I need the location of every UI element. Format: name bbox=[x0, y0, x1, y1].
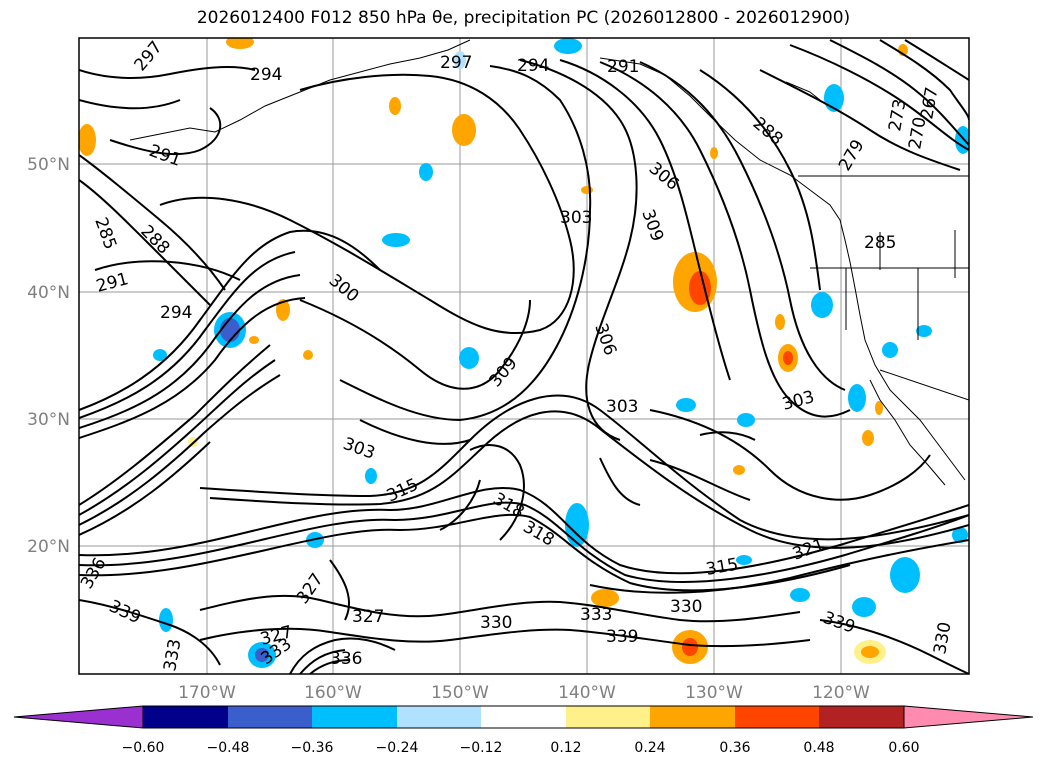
colorbar-tick: 0.24 bbox=[634, 740, 665, 756]
colorbar-swatch bbox=[312, 706, 397, 728]
contour-label: 294 bbox=[250, 65, 282, 85]
contour-label: 294 bbox=[160, 303, 192, 323]
colorbar-tick: −0.48 bbox=[207, 740, 250, 756]
colorbar-swatch bbox=[397, 706, 481, 728]
lon-label: 120°W bbox=[812, 683, 870, 703]
colorbar-swatch bbox=[481, 706, 566, 728]
map-frame-bg bbox=[79, 38, 969, 674]
colorbar-swatch bbox=[143, 706, 228, 728]
colorbar-outline bbox=[142, 705, 905, 729]
lon-label: 150°W bbox=[431, 683, 489, 703]
map-frame bbox=[78, 37, 970, 675]
contour-label: 291 bbox=[607, 57, 639, 77]
contour-label: 330 bbox=[670, 597, 702, 617]
colorbar-extend-max bbox=[903, 705, 1034, 729]
colorbar-swatch bbox=[819, 706, 904, 728]
lon-label: 160°W bbox=[304, 683, 362, 703]
lon-label: 140°W bbox=[558, 683, 616, 703]
colorbar-tick: 0.60 bbox=[888, 740, 919, 756]
coastlines bbox=[129, 39, 969, 486]
colorbar-swatch bbox=[735, 706, 819, 728]
colorbar-extend-min bbox=[13, 705, 144, 729]
colorbar: −0.60 −0.48 −0.36 −0.24 −0.12 0.12 0.24 … bbox=[13, 705, 1034, 756]
contour-label: 297 bbox=[440, 53, 472, 73]
contour-label: 303 bbox=[606, 397, 638, 417]
colorbar-tick: −0.60 bbox=[122, 740, 165, 756]
colorbar-tick: 0.12 bbox=[550, 740, 581, 756]
contour-label: 339 bbox=[606, 627, 638, 647]
theta-e-contours bbox=[79, 39, 969, 674]
contour-label: 294 bbox=[517, 56, 549, 76]
colorbar-swatch bbox=[228, 706, 312, 728]
colorbar-tick: −0.36 bbox=[291, 740, 334, 756]
lat-label: 40°N bbox=[27, 283, 70, 303]
colorbar-tick: 0.36 bbox=[719, 740, 750, 756]
lon-label: 170°W bbox=[178, 683, 236, 703]
contour-label: 330 bbox=[480, 613, 512, 633]
colorbar-swatch bbox=[566, 706, 650, 728]
contour-label: 336 bbox=[330, 649, 362, 669]
contour-label: 285 bbox=[864, 233, 896, 253]
map-gridlines bbox=[79, 38, 969, 674]
contour-labels: 297 294 297 294 291 291 285 288 291 294 … bbox=[77, 37, 956, 672]
colorbar-tick: −0.12 bbox=[460, 740, 503, 756]
map-title: 2026012400 F012 850 hPa θe, precipitatio… bbox=[196, 8, 851, 28]
contour-label: 303 bbox=[560, 208, 592, 228]
lat-label: 50°N bbox=[27, 155, 70, 175]
lon-label: 130°W bbox=[685, 683, 743, 703]
longitude-labels: 170°W 160°W 150°W 140°W 130°W 120°W bbox=[178, 683, 870, 703]
colorbar-tick: 0.48 bbox=[803, 740, 834, 756]
colorbar-tick: −0.24 bbox=[376, 740, 419, 756]
latitude-labels: 50°N 40°N 30°N 20°N bbox=[27, 155, 70, 557]
lat-label: 20°N bbox=[27, 537, 70, 557]
colorbar-swatch bbox=[650, 706, 735, 728]
contour-label: 327 bbox=[352, 607, 384, 627]
lat-label: 30°N bbox=[27, 410, 70, 430]
contour-label: 333 bbox=[580, 605, 612, 625]
